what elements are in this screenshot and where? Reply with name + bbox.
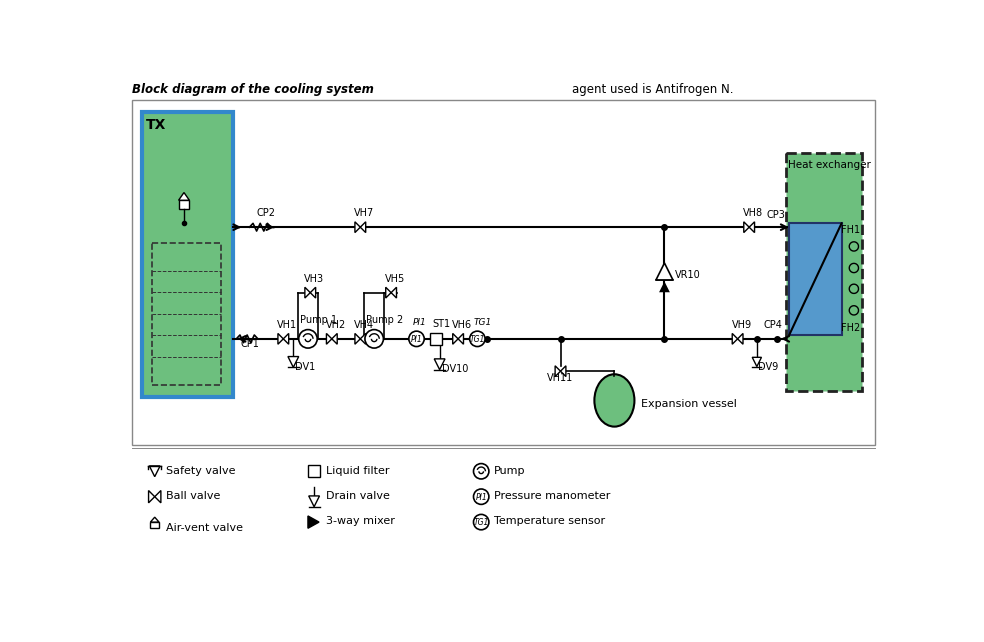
Bar (430, 333, 442, 345)
Bar (151, 522, 159, 528)
Circle shape (365, 329, 384, 348)
Text: Drain valve: Drain valve (327, 491, 391, 501)
Bar (178, 200, 189, 209)
Polygon shape (732, 333, 738, 344)
Circle shape (473, 489, 489, 505)
Text: agent used is Antifrogen N.: agent used is Antifrogen N. (572, 83, 733, 96)
Text: TX: TX (147, 118, 166, 132)
Bar (308, 465, 320, 478)
Text: Safety valve: Safety valve (165, 465, 235, 476)
Text: PI1: PI1 (410, 335, 422, 344)
Polygon shape (656, 263, 673, 280)
Polygon shape (459, 333, 463, 344)
Text: Block diagram of the cooling system: Block diagram of the cooling system (132, 83, 374, 96)
Polygon shape (453, 333, 459, 344)
Polygon shape (149, 490, 154, 503)
Circle shape (469, 331, 485, 347)
Text: TG1: TG1 (469, 335, 485, 344)
Text: VH3: VH3 (304, 274, 324, 284)
Polygon shape (738, 333, 743, 344)
Polygon shape (391, 287, 397, 298)
Polygon shape (555, 366, 561, 377)
Polygon shape (151, 517, 159, 522)
Polygon shape (659, 281, 670, 292)
Polygon shape (360, 333, 366, 344)
Polygon shape (178, 193, 189, 200)
Polygon shape (283, 333, 288, 344)
Text: VH8: VH8 (743, 209, 764, 218)
Polygon shape (355, 333, 360, 344)
Text: TG1: TG1 (473, 318, 492, 327)
Text: VH1: VH1 (277, 320, 297, 330)
Polygon shape (332, 333, 338, 344)
Polygon shape (309, 496, 320, 507)
Text: CP3: CP3 (767, 210, 786, 220)
Text: Pump 2: Pump 2 (366, 315, 403, 325)
Text: Pressure manometer: Pressure manometer (494, 491, 610, 501)
Text: DV9: DV9 (759, 361, 778, 372)
Text: Temperature sensor: Temperature sensor (494, 516, 604, 526)
Text: CP4: CP4 (763, 320, 782, 330)
Text: Pump 1: Pump 1 (300, 315, 338, 325)
Text: Air-vent valve: Air-vent valve (165, 523, 242, 534)
Polygon shape (308, 516, 319, 528)
Circle shape (299, 329, 317, 348)
Text: VH4: VH4 (354, 320, 374, 330)
Polygon shape (305, 287, 310, 298)
Text: VH5: VH5 (385, 274, 405, 284)
Text: FH2: FH2 (840, 324, 860, 333)
Text: TG1: TG1 (473, 518, 489, 527)
Text: CP2: CP2 (257, 209, 276, 218)
Bar (789, 223, 841, 335)
Polygon shape (327, 333, 332, 344)
Polygon shape (561, 366, 566, 377)
Polygon shape (434, 359, 445, 370)
Text: DV1: DV1 (295, 361, 315, 372)
Circle shape (408, 331, 424, 347)
Text: ST1: ST1 (432, 318, 450, 329)
Text: Heat exchanger: Heat exchanger (787, 160, 871, 170)
Bar (132, 100, 876, 445)
Text: Expansion vessel: Expansion vessel (642, 399, 737, 410)
Text: VH7: VH7 (354, 209, 374, 218)
Ellipse shape (594, 374, 635, 427)
Text: PI1: PI1 (475, 493, 487, 502)
Polygon shape (386, 287, 391, 298)
Polygon shape (288, 356, 299, 367)
Text: VH11: VH11 (547, 373, 573, 383)
Polygon shape (150, 466, 160, 476)
Bar (786, 153, 862, 391)
Text: VH2: VH2 (326, 320, 346, 330)
Bar (152, 243, 221, 385)
Polygon shape (277, 333, 283, 344)
Text: Liquid filter: Liquid filter (327, 465, 390, 476)
Text: CP1: CP1 (241, 338, 260, 349)
Text: PI1: PI1 (412, 318, 426, 327)
Text: VR10: VR10 (674, 270, 701, 281)
Polygon shape (355, 221, 360, 232)
Text: 3-way mixer: 3-way mixer (327, 516, 396, 526)
Text: Pump: Pump (494, 465, 525, 476)
Polygon shape (360, 221, 366, 232)
Text: VH9: VH9 (731, 320, 752, 330)
Polygon shape (749, 221, 755, 232)
Polygon shape (744, 221, 749, 232)
Circle shape (473, 464, 489, 479)
Polygon shape (752, 358, 762, 367)
Text: VH6: VH6 (452, 320, 472, 330)
Polygon shape (310, 287, 316, 298)
Text: Ball valve: Ball valve (165, 491, 219, 501)
Text: FH1: FH1 (841, 225, 860, 235)
Bar (143, 112, 233, 397)
Circle shape (473, 514, 489, 530)
Text: DV10: DV10 (442, 364, 468, 374)
Polygon shape (154, 490, 160, 503)
